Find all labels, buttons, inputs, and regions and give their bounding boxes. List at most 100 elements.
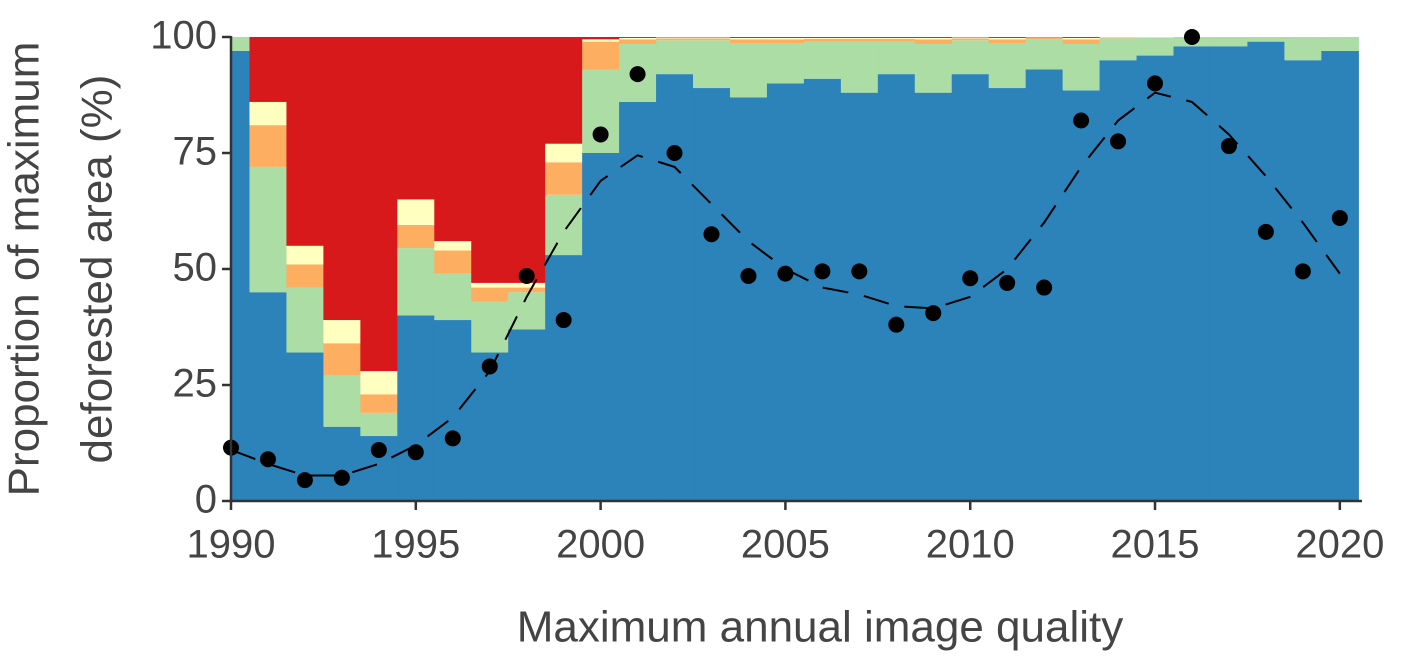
y-tick-label: 0 — [195, 478, 217, 522]
bar-segment — [249, 125, 288, 167]
bar-segment — [1321, 50, 1359, 501]
bar-segment — [434, 37, 472, 242]
bar-segment — [840, 92, 879, 501]
bar-segment — [988, 39, 1027, 44]
bar-segment — [1136, 55, 1175, 501]
point — [703, 226, 720, 243]
bar-segment — [1173, 46, 1212, 501]
bar-segment — [360, 412, 398, 437]
point — [666, 145, 683, 161]
bar-segment — [508, 37, 546, 283]
x-axis-title: Maximum annual image quality — [517, 603, 1124, 652]
point — [296, 472, 313, 489]
bar-segment — [619, 101, 657, 501]
bar-segment — [729, 37, 768, 38]
point — [851, 263, 868, 280]
bar-segment — [693, 38, 731, 41]
bar-segment — [434, 250, 472, 274]
point — [962, 270, 979, 287]
y-tick-label: 75 — [173, 130, 218, 174]
bar-segment — [988, 88, 1027, 501]
bar-segment — [766, 83, 805, 501]
point — [518, 267, 535, 284]
bar-segment — [729, 37, 768, 40]
bar-segment — [840, 37, 879, 39]
point — [1294, 263, 1311, 280]
bar-segment — [582, 37, 620, 40]
bar-segment — [951, 74, 990, 501]
bar-segment — [988, 37, 1027, 40]
bar-segment — [434, 273, 472, 321]
point — [592, 126, 609, 143]
point — [370, 441, 387, 458]
bar-segment — [1284, 37, 1322, 61]
bar-segment — [1136, 37, 1175, 56]
bar-segment — [286, 264, 325, 288]
overlay: 0 25 50 75 100 1990 1995 2000 2005 2010 2015 2020 — [150, 14, 1384, 567]
point — [740, 267, 757, 284]
point — [1110, 133, 1127, 150]
bar-segment — [360, 37, 398, 372]
bar-segment — [545, 255, 583, 501]
bar-segment — [656, 38, 694, 41]
point — [1257, 223, 1274, 240]
bar-segment — [360, 371, 398, 395]
bar-segment — [803, 37, 842, 38]
bar-segment — [656, 40, 694, 75]
bar-segment — [693, 88, 731, 501]
bar-segment — [729, 43, 768, 98]
y-tick-label: 50 — [173, 246, 218, 290]
bar-segment — [729, 39, 768, 44]
bar-segment — [840, 41, 879, 93]
bar-segment — [693, 40, 731, 89]
y-tick-label: 100 — [150, 14, 217, 58]
bar-segment — [323, 37, 361, 321]
bar-segment — [656, 74, 694, 501]
bar-segment — [397, 199, 435, 225]
bar-segment — [434, 241, 472, 251]
point — [999, 274, 1016, 291]
bar-segment — [693, 37, 731, 39]
bar-segment — [1099, 60, 1138, 501]
point — [555, 312, 572, 329]
point — [777, 265, 794, 282]
bar-segment — [231, 37, 251, 51]
x-tick-label: 1995 — [371, 523, 460, 567]
x-tick-label: 2015 — [1111, 523, 1200, 567]
bar-segment — [1284, 60, 1322, 501]
bar-segment — [323, 375, 361, 427]
bar-segment — [803, 38, 842, 42]
bar-segment — [286, 245, 325, 265]
bar-segment — [545, 162, 583, 195]
bar-segment — [1210, 46, 1249, 501]
point — [444, 430, 461, 447]
bar-segment — [656, 37, 694, 39]
bar-segment — [323, 320, 361, 344]
point — [1073, 112, 1090, 129]
bar-segment — [360, 394, 398, 413]
x-tick-label: 2010 — [926, 523, 1015, 567]
point — [259, 451, 276, 468]
bar-segment — [877, 37, 916, 38]
bar-segment — [582, 39, 620, 42]
bar-segment — [545, 194, 583, 256]
point — [1183, 29, 1200, 45]
bar-segment — [877, 41, 916, 75]
point — [888, 316, 905, 333]
bar-segment — [766, 37, 805, 38]
bar-segment — [619, 37, 657, 38]
bar-segment — [286, 287, 325, 353]
bar-segment — [766, 43, 805, 84]
bar-segment — [397, 315, 435, 501]
bar-segment — [471, 287, 509, 302]
point — [925, 305, 942, 322]
bar-segment — [1062, 90, 1101, 501]
x-tick-label: 2000 — [556, 523, 645, 567]
bar-segment — [988, 43, 1027, 89]
bar-segment — [582, 41, 620, 70]
bar-segment — [951, 37, 990, 39]
bar-segment — [914, 39, 953, 44]
bar-segment — [1062, 37, 1101, 38]
bar-segment — [914, 43, 953, 93]
bar-segment — [471, 37, 509, 283]
